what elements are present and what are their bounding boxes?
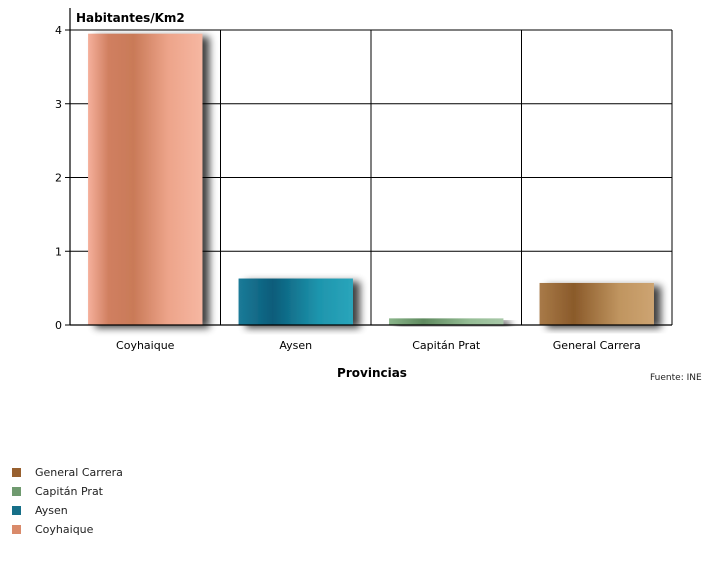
legend-swatch bbox=[12, 525, 21, 534]
legend-swatch bbox=[12, 468, 21, 477]
x-tick-label: Coyhaique bbox=[116, 339, 175, 352]
x-tick-label: General Carrera bbox=[553, 339, 641, 352]
tick-labels: 0 1 2 3 4 Coyhaique Aysen Capitán Prat General C… bbox=[55, 24, 641, 352]
y-tick-label: 1 bbox=[55, 245, 62, 258]
x-axis-label: Provincias bbox=[337, 366, 407, 380]
source-note: Fuente: INE bbox=[650, 373, 702, 383]
legend-item: Capitán Prat bbox=[12, 482, 123, 501]
bar-capit-n-prat bbox=[389, 318, 504, 325]
bar-chart: 0 1 2 3 4 Coyhaique Aysen Capitán Prat General C… bbox=[55, 8, 673, 380]
legend-item: Aysen bbox=[12, 501, 123, 520]
legend-label: General Carrera bbox=[35, 466, 123, 479]
legend-item: Coyhaique bbox=[12, 520, 123, 539]
x-tick-label: Capitán Prat bbox=[412, 339, 481, 352]
legend-label: Coyhaique bbox=[35, 523, 94, 536]
legend-swatch bbox=[12, 487, 21, 496]
legend-swatch bbox=[12, 506, 21, 515]
y-axis-label: Habitantes/Km2 bbox=[76, 11, 185, 25]
legend-label: Capitán Prat bbox=[35, 485, 103, 498]
axes bbox=[65, 8, 672, 326]
y-tick-label: 2 bbox=[55, 172, 62, 185]
y-tick-label: 3 bbox=[55, 98, 62, 111]
bar-aysen bbox=[238, 278, 353, 325]
x-tick-label: Aysen bbox=[279, 339, 312, 352]
bars bbox=[88, 33, 654, 325]
legend-item: General Carrera bbox=[12, 463, 123, 482]
bar-coyhaique bbox=[88, 33, 203, 325]
legend: General Carrera Capitán Prat Aysen Coyha… bbox=[12, 463, 123, 539]
y-tick-label: 0 bbox=[55, 319, 62, 332]
y-tick-label: 4 bbox=[55, 24, 62, 37]
legend-label: Aysen bbox=[35, 504, 68, 517]
bar-general-carrera bbox=[539, 282, 654, 325]
